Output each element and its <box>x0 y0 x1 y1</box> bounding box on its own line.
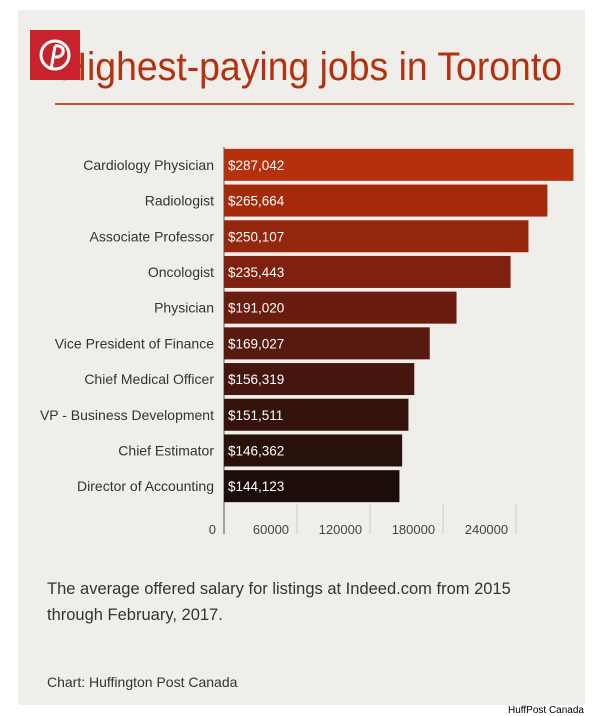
x-tick-label: 120000 <box>319 522 362 537</box>
value-label: $151,511 <box>228 408 283 423</box>
value-label: $144,123 <box>228 479 284 494</box>
category-label: Director of Accounting <box>77 478 214 494</box>
category-label: Radiologist <box>145 193 214 209</box>
chart-title: Highest-paying jobs in Toronto <box>60 45 562 89</box>
value-label: $265,664 <box>228 194 285 209</box>
value-label: $287,042 <box>228 158 284 173</box>
bar <box>224 434 403 467</box>
bar <box>224 148 574 181</box>
category-label: Chief Estimator <box>118 442 214 458</box>
source: Chart: Huffington Post Canada <box>47 674 238 690</box>
value-label: $146,362 <box>228 443 284 458</box>
x-tick-label: 0 <box>209 522 216 537</box>
category-label: VP - Business Development <box>40 407 214 423</box>
credit: HuffPost Canada <box>508 705 584 716</box>
chart: Highest-paying jobs in Toronto 0 60000 120… <box>30 30 574 537</box>
category-label: Vice President of Finance <box>55 335 214 351</box>
x-tick-label: 60000 <box>253 522 289 537</box>
bar <box>224 255 511 288</box>
x-tick-label: 180000 <box>392 522 435 537</box>
x-tick-label: 240000 <box>465 522 508 537</box>
subtitle: The average offered salary for listings … <box>47 580 511 624</box>
bar <box>224 184 548 217</box>
value-label: $235,443 <box>228 265 284 280</box>
pinterest-icon[interactable] <box>30 30 80 80</box>
bar <box>224 327 430 360</box>
bar <box>224 291 457 324</box>
value-label: $169,027 <box>228 336 284 351</box>
category-label: Cardiology Physician <box>83 157 214 173</box>
value-label: $156,319 <box>228 372 284 387</box>
value-label: $191,020 <box>228 301 284 316</box>
value-label: $250,107 <box>228 229 284 244</box>
category-label: Physician <box>154 300 214 316</box>
category-label: Chief Medical Officer <box>84 371 214 387</box>
bar <box>224 363 415 396</box>
category-label: Oncologist <box>148 264 214 280</box>
bar <box>224 398 409 431</box>
bar <box>224 470 400 503</box>
category-label: Associate Professor <box>90 228 215 244</box>
bar <box>224 220 529 253</box>
